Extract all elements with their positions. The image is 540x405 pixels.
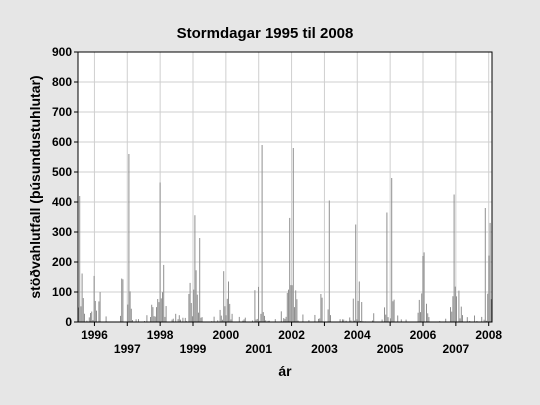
x-tick-label: 2001: [245, 342, 272, 356]
y-ticks: 0 100 200 300 400 500 600 700 800 900: [52, 45, 78, 329]
x-tick-label: 2002: [278, 328, 305, 342]
grid: [78, 52, 492, 322]
plot-area: [78, 52, 492, 322]
y-tick-label: 400: [52, 195, 72, 209]
x-tick-label: 1999: [180, 342, 207, 356]
x-tick-label: 1997: [114, 342, 141, 356]
plot-frame: [77, 51, 493, 323]
y-tick-label: 500: [52, 165, 72, 179]
y-tick-label: 100: [52, 285, 72, 299]
y-tick-label: 0: [65, 315, 72, 329]
chart-title: Stormdagar 1995 til 2008: [177, 25, 354, 42]
x-tick-label: 2007: [443, 342, 470, 356]
x-tick-label: 2006: [410, 328, 437, 342]
x-tick-label: 2005: [377, 342, 404, 356]
y-tick-label: 900: [52, 45, 72, 59]
x-tick-label: 2008: [475, 328, 502, 342]
x-tick-label: 1998: [147, 328, 174, 342]
x-tick-label: 2003: [311, 342, 338, 356]
x-tick-label: 2000: [213, 328, 240, 342]
x-axis-label: ár: [278, 363, 292, 379]
y-tick-label: 300: [52, 225, 72, 239]
y-tick-label: 800: [52, 75, 72, 89]
x-tick-label: 2004: [344, 328, 371, 342]
y-tick-label: 700: [52, 105, 72, 119]
x-tick-label: 1996: [81, 328, 108, 342]
y-axis-label: stöðvahlutfall (þúsundustuhlutar): [27, 75, 43, 298]
x-ticks: 1996 1997 1998 1999 2000 2001 2002 2003 2004 2005…: [81, 322, 502, 356]
y-tick-label: 600: [52, 135, 72, 149]
y-tick-label: 200: [52, 255, 72, 269]
